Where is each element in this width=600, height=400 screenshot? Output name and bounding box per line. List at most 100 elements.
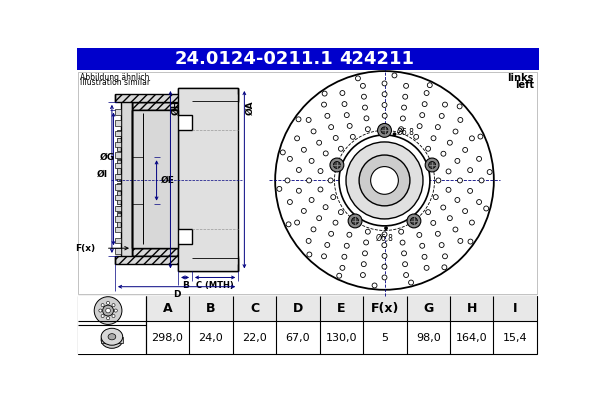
Circle shape <box>106 308 110 313</box>
Circle shape <box>280 150 285 155</box>
Circle shape <box>318 168 323 174</box>
Bar <box>78 72 537 294</box>
Circle shape <box>337 273 341 278</box>
Circle shape <box>433 161 438 166</box>
Circle shape <box>364 240 368 245</box>
Circle shape <box>403 262 407 267</box>
Text: 98,0: 98,0 <box>416 332 440 342</box>
Text: 130,0: 130,0 <box>326 332 357 342</box>
Circle shape <box>407 214 421 228</box>
Circle shape <box>346 142 423 219</box>
Text: B: B <box>182 280 188 290</box>
Circle shape <box>371 166 398 194</box>
Circle shape <box>448 216 452 221</box>
Circle shape <box>364 116 369 121</box>
Circle shape <box>286 222 291 227</box>
Circle shape <box>404 83 409 88</box>
Circle shape <box>329 125 334 130</box>
Polygon shape <box>132 110 178 248</box>
Ellipse shape <box>108 334 116 340</box>
Circle shape <box>344 243 349 248</box>
Circle shape <box>425 146 431 151</box>
Text: 24,0: 24,0 <box>199 332 223 342</box>
Text: I: I <box>513 302 517 315</box>
Circle shape <box>441 205 446 210</box>
Circle shape <box>348 214 362 228</box>
Circle shape <box>420 243 425 248</box>
Bar <box>121 121 132 237</box>
Bar <box>116 213 122 219</box>
Circle shape <box>362 251 367 256</box>
Circle shape <box>424 90 429 96</box>
Circle shape <box>382 243 387 248</box>
Bar <box>116 138 122 144</box>
Text: C (MTH): C (MTH) <box>196 280 234 290</box>
Circle shape <box>306 118 311 122</box>
Bar <box>115 248 121 254</box>
Circle shape <box>457 104 462 109</box>
Circle shape <box>436 178 441 183</box>
Circle shape <box>296 117 301 122</box>
Circle shape <box>372 283 377 288</box>
Circle shape <box>340 90 345 96</box>
Circle shape <box>112 304 115 307</box>
Bar <box>115 110 121 115</box>
Circle shape <box>479 178 484 183</box>
Polygon shape <box>115 94 238 102</box>
Circle shape <box>328 178 333 183</box>
Text: ØH: ØH <box>172 100 181 115</box>
Circle shape <box>382 232 387 237</box>
Circle shape <box>359 155 410 206</box>
Bar <box>116 153 122 159</box>
Text: Ø6,8: Ø6,8 <box>375 234 393 243</box>
Bar <box>146 296 537 320</box>
Circle shape <box>330 158 344 172</box>
Circle shape <box>342 102 347 106</box>
Bar <box>116 198 122 204</box>
Bar <box>115 227 121 232</box>
Circle shape <box>463 209 467 214</box>
Bar <box>78 325 146 354</box>
Bar <box>115 142 121 147</box>
Text: ØG: ØG <box>100 153 115 162</box>
Circle shape <box>334 162 340 168</box>
Circle shape <box>417 232 422 238</box>
Circle shape <box>401 105 406 110</box>
Text: A: A <box>163 302 172 315</box>
Circle shape <box>344 113 349 118</box>
Text: D: D <box>173 290 181 299</box>
Ellipse shape <box>101 331 123 348</box>
Text: ØE: ØE <box>161 176 175 185</box>
Circle shape <box>347 124 352 128</box>
Bar <box>116 176 122 181</box>
Circle shape <box>446 169 451 174</box>
Polygon shape <box>115 256 238 264</box>
Circle shape <box>382 92 387 97</box>
Circle shape <box>403 94 407 99</box>
Circle shape <box>352 218 359 224</box>
Circle shape <box>325 242 330 248</box>
Circle shape <box>323 205 328 210</box>
Circle shape <box>114 309 118 312</box>
Circle shape <box>275 71 494 290</box>
Circle shape <box>311 129 316 134</box>
Circle shape <box>431 220 436 225</box>
Text: left: left <box>515 80 534 90</box>
Circle shape <box>468 239 473 244</box>
Bar <box>115 120 121 126</box>
Circle shape <box>277 186 282 191</box>
Text: Abbildung ähnlich: Abbildung ähnlich <box>80 73 150 82</box>
Circle shape <box>361 94 367 99</box>
Circle shape <box>94 297 122 324</box>
Bar <box>101 337 123 343</box>
Circle shape <box>311 227 316 232</box>
Text: Ø6,8: Ø6,8 <box>397 128 415 137</box>
Circle shape <box>338 210 343 214</box>
Circle shape <box>103 305 113 316</box>
Circle shape <box>306 238 311 243</box>
Circle shape <box>295 220 299 225</box>
Bar <box>115 131 121 136</box>
Circle shape <box>323 151 328 156</box>
Circle shape <box>443 102 448 107</box>
Text: D: D <box>293 302 303 315</box>
